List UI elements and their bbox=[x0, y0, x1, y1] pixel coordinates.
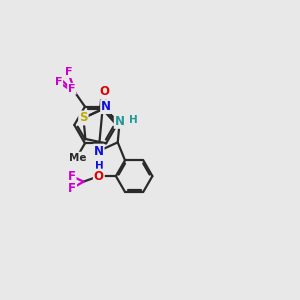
Text: H: H bbox=[129, 115, 138, 125]
Text: F: F bbox=[68, 182, 76, 195]
Text: S: S bbox=[79, 112, 88, 124]
Text: F: F bbox=[68, 169, 76, 182]
Text: O: O bbox=[94, 169, 104, 183]
Text: O: O bbox=[99, 85, 109, 98]
Text: H: H bbox=[95, 161, 104, 171]
Text: N: N bbox=[115, 115, 125, 128]
Text: N: N bbox=[94, 145, 103, 158]
Text: N: N bbox=[101, 100, 111, 113]
Text: F: F bbox=[55, 77, 62, 87]
Text: Me: Me bbox=[69, 153, 86, 163]
Text: F: F bbox=[68, 84, 76, 94]
Text: F: F bbox=[65, 67, 72, 77]
